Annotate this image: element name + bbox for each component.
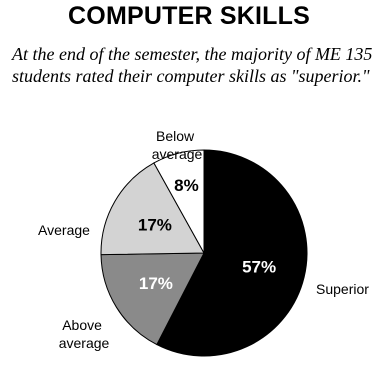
slice-value-label-average: 17% xyxy=(138,216,172,235)
category-label-average: Average xyxy=(38,222,90,238)
chart-subtitle: At the end of the semester, the majority… xyxy=(12,44,373,86)
category-label-below-average: Below average xyxy=(152,128,203,162)
category-label-above-average-line2: average xyxy=(59,335,110,351)
category-label-above-average-line1: Above xyxy=(62,317,102,333)
slice-value-label-above-average: 17% xyxy=(139,274,173,293)
slice-value-label-below-average: 8% xyxy=(174,176,199,195)
pie-slice-above-average xyxy=(100,252,205,346)
category-label-below-average-line1: Below xyxy=(156,128,195,144)
slice-value-labels: 57% 17% 17% 8% xyxy=(138,176,276,293)
pie-slice-average xyxy=(100,162,205,256)
category-label-superior: Superior xyxy=(316,281,369,297)
slice-value-label-superior: 57% xyxy=(242,257,276,276)
pie-slices xyxy=(100,149,308,357)
chart-title: COMPUTER SKILLS xyxy=(68,2,310,30)
pie-slice-superior xyxy=(156,149,308,357)
category-label-below-average-line2: average xyxy=(152,146,203,162)
category-label-above-average: Above average xyxy=(59,317,110,351)
pie-slice-below-average xyxy=(153,149,205,255)
